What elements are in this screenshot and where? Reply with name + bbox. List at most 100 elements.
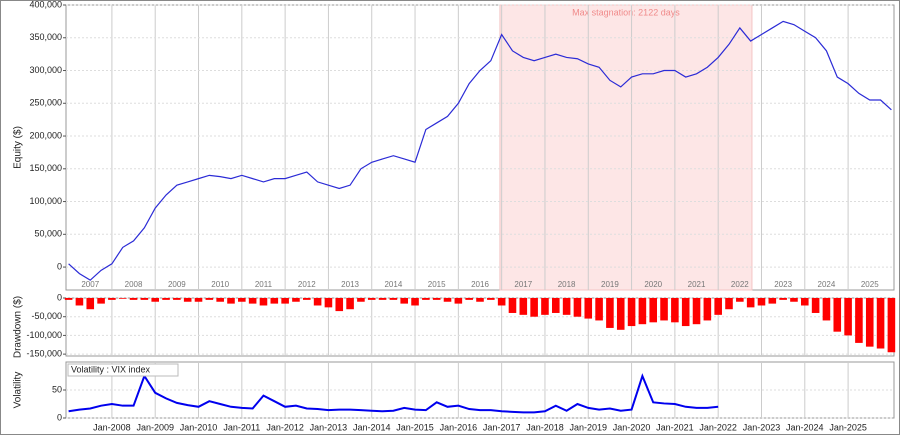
bar [432, 298, 441, 300]
bar [757, 298, 766, 306]
y-axis-label: Equity ($) [13, 126, 24, 169]
y-tick-label: 350,000 [29, 32, 62, 42]
year-label: 2012 [298, 280, 316, 289]
bar [660, 298, 668, 321]
x-tick-label: Jan-2023 [743, 422, 781, 432]
y-tick-label: 100,000 [29, 196, 62, 206]
year-label: 2007 [81, 280, 99, 289]
legend-label: Volatility : VIX index [71, 364, 151, 374]
x-tick-label: Jan-2018 [526, 422, 564, 432]
year-label: 2025 [861, 280, 879, 289]
y-tick-label: 400,000 [29, 0, 62, 9]
bar [562, 298, 571, 315]
bar [790, 298, 798, 302]
y-tick-label: 150,000 [29, 163, 62, 173]
stagnation-band [499, 4, 753, 291]
bar [530, 298, 538, 317]
bar [162, 298, 170, 300]
x-tick-label: Jan-2024 [786, 422, 824, 432]
annotation: Max stagnation: 2122 days [572, 7, 680, 17]
y-tick-label: 250,000 [29, 98, 62, 108]
bar [292, 298, 300, 302]
bar [714, 298, 722, 315]
bar [238, 298, 246, 302]
bar [616, 298, 625, 330]
x-tick-label: Jan-2015 [396, 422, 434, 432]
bar [259, 298, 268, 306]
bar [865, 298, 874, 347]
bar [541, 298, 549, 315]
x-tick-label: Jan-2021 [656, 422, 694, 432]
year-label: 2011 [255, 280, 273, 289]
y-tick-label: -100,000 [26, 330, 62, 340]
bar [855, 298, 863, 343]
bar [216, 298, 224, 302]
year-label: 2022 [731, 280, 749, 289]
bar [64, 298, 73, 300]
x-tick-label: Jan-2025 [829, 422, 867, 432]
bar [151, 298, 159, 302]
x-tick-label: Jan-2013 [310, 422, 348, 432]
bar [638, 298, 647, 325]
bar [595, 298, 603, 321]
x-tick-label: Jan-2010 [180, 422, 218, 432]
bar [335, 298, 344, 312]
line [68, 20, 892, 281]
year-label: 2015 [428, 280, 446, 289]
bar [367, 298, 376, 300]
bar [801, 298, 809, 306]
plot-area [65, 297, 895, 357]
y-tick-label: 50,000 [34, 229, 62, 239]
bar [270, 298, 279, 304]
line [68, 373, 719, 414]
bar [302, 298, 311, 300]
x-tick-label: Jan-2022 [699, 422, 737, 432]
year-label: 2016 [471, 280, 489, 289]
x-tick-label: Jan-2019 [569, 422, 607, 432]
bar [281, 298, 289, 304]
plot-area [65, 4, 895, 291]
bar [454, 298, 463, 304]
bar [671, 298, 679, 323]
y-tick-label: 0 [57, 292, 62, 302]
bar [551, 298, 560, 313]
bar [822, 298, 831, 321]
bar [627, 298, 636, 327]
bar [844, 298, 852, 336]
bar [768, 298, 777, 304]
bar [887, 298, 896, 353]
bar [833, 298, 842, 332]
y-tick-label: 200,000 [29, 130, 62, 140]
y-axis-label: Drawdown ($) [13, 296, 24, 358]
x-tick-label: Jan-2017 [483, 422, 521, 432]
bar [411, 298, 419, 306]
y-tick-label: 50 [52, 384, 62, 394]
y-tick-label: -50,000 [31, 311, 62, 321]
year-label: 2013 [341, 280, 359, 289]
bar [497, 298, 506, 306]
year-label: 2019 [601, 280, 619, 289]
bar [476, 298, 484, 302]
bar [227, 298, 235, 304]
bar [129, 298, 138, 300]
bar [313, 298, 322, 306]
bar [606, 298, 614, 328]
x-tick-label: Jan-2008 [93, 422, 131, 432]
year-label: 2023 [774, 280, 792, 289]
bar [811, 298, 820, 313]
bar [194, 298, 203, 302]
year-label: 2024 [818, 280, 836, 289]
bar [324, 298, 333, 308]
bar [681, 298, 690, 327]
bar [519, 298, 528, 315]
bar [118, 298, 127, 299]
bar [75, 298, 84, 306]
year-label: 2020 [644, 280, 662, 289]
bar [876, 298, 885, 349]
bar [346, 298, 354, 310]
year-label: 2008 [125, 280, 143, 289]
y-tick-label: -150,000 [26, 349, 62, 359]
bar [649, 298, 658, 323]
bar [378, 298, 387, 300]
